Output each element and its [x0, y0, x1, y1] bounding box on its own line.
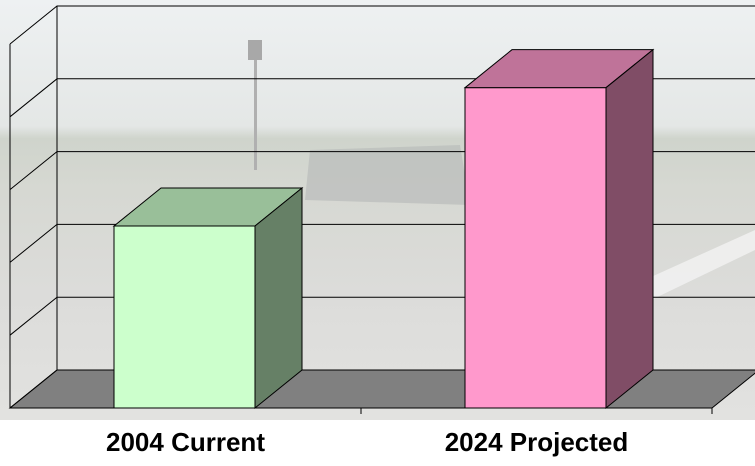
x-tick-label: 2004 Current [106, 427, 265, 457]
photo-sign [248, 40, 262, 60]
grid-line [9, 5, 755, 45]
plot-area: 2004 Current 2024 Projected [8, 5, 755, 457]
photo-pole [254, 60, 257, 170]
bar-3d [463, 48, 655, 410]
bar-side [605, 48, 654, 410]
bar-front [113, 225, 256, 409]
x-tick-label: 2024 Projected [445, 427, 629, 457]
bar-front [464, 87, 607, 409]
bar-side [254, 186, 303, 410]
bar-3d [112, 186, 304, 410]
photo-car [305, 145, 470, 205]
